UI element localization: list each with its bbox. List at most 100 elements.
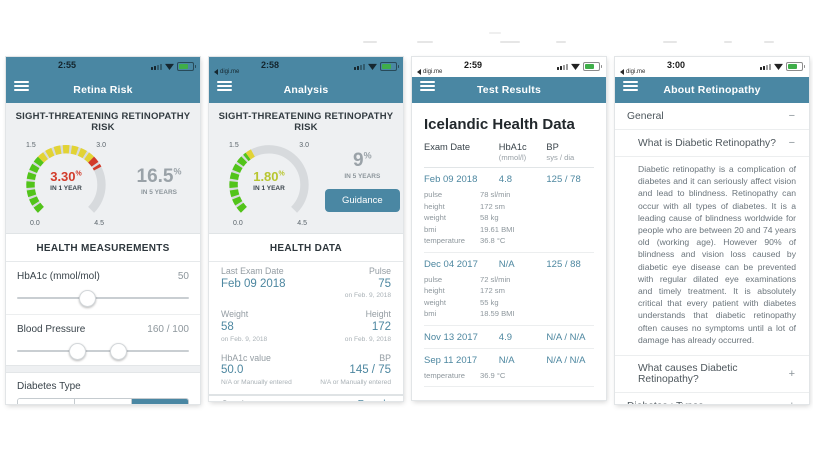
risk-1yr-value: 1.80 <box>253 169 279 184</box>
diabetes-type-label: Diabetes Type <box>17 381 81 392</box>
risk-panel: SIGHT-THREATENING RETINOPATHY RISK 1.5 3… <box>6 103 200 234</box>
slider-handle[interactable] <box>78 290 96 307</box>
risk-heading: SIGHT-THREATENING RETINOPATHY RISK <box>218 111 394 133</box>
signal-icon <box>151 63 162 70</box>
field-value: 58 <box>221 320 234 333</box>
table-row[interactable]: Sep 11 2017 N/A N/A / N/A temperature 36.… <box>424 349 594 387</box>
accordion-what-causes-retinopathy[interactable]: What causes Diabetic Retinopathy? + <box>615 355 809 394</box>
risk-5yr-value: 16.5 <box>136 166 174 187</box>
hba1c-value: N/A <box>498 354 515 366</box>
field-value: 145 / 75 <box>349 364 391 377</box>
collapse-icon[interactable]: − <box>788 137 795 149</box>
menu-icon[interactable] <box>14 81 29 93</box>
clock: 3:00 <box>667 60 686 70</box>
gauge-tick: 1.5 <box>26 142 36 149</box>
expand-icon[interactable]: + <box>788 368 795 381</box>
menu-icon[interactable] <box>623 81 638 93</box>
field-label: HbA1c value <box>221 352 271 363</box>
hba1c-label: HbA1c (mmol/mol) <box>17 271 100 282</box>
risk-1yr-label: IN 1 YEAR <box>50 185 82 192</box>
hba1c-row: HbA1c (mmol/mol) 50 <box>6 262 200 284</box>
exam-date: Dec 04 2017 <box>424 258 478 270</box>
page-title: Retina Risk <box>73 84 133 96</box>
accordion-diabetes-types[interactable]: Diabetes : Types + <box>615 393 809 404</box>
wifi-icon <box>571 63 580 70</box>
risk-1yr-value: 3.30 <box>50 169 76 184</box>
page-title: Analysis <box>283 84 329 96</box>
wifi-icon <box>165 63 174 70</box>
bp-value: N/A / N/A <box>546 331 586 343</box>
exam-date: Feb 09 2018 <box>424 174 478 185</box>
table-row[interactable]: Feb 09 2018 4.8 125 / 78 pulse 78 sl/min … <box>424 168 594 253</box>
field-label: Height <box>365 309 391 320</box>
slider-track[interactable] <box>17 297 189 299</box>
gauge-tick: 0.0 <box>233 220 243 227</box>
battery-icon <box>380 62 399 71</box>
gauge-tick: 1.5 <box>229 142 239 149</box>
field-value: Feb 09 2018 <box>221 277 286 290</box>
gender-row: Gender Female <box>209 396 403 401</box>
hba1c-value: 4.9 <box>498 331 513 343</box>
risk-5yr-label: IN 5 YEARS <box>140 189 177 196</box>
wifi-icon <box>774 63 783 70</box>
field-note: on Feb. 9, 2018 <box>344 292 391 300</box>
risk-1yr-label: IN 1 YEAR <box>253 185 285 192</box>
field-label: BP <box>379 352 391 363</box>
col-exam-date: Exam Date <box>424 142 470 152</box>
status-bar: 2:59 digi.me <box>412 57 606 77</box>
status-bar: 2:55 <box>6 57 200 77</box>
health-data-pair: Weight 58 on Feb. 9, 2018 Height 172 on … <box>209 305 403 348</box>
risk-5yr-value: 9 <box>353 150 364 171</box>
field-value: 172 <box>371 320 391 333</box>
gauge-tick: 4.5 <box>94 220 104 227</box>
hba1c-value: 50 <box>177 271 189 282</box>
gauge-tick: 3.0 <box>299 142 309 149</box>
menu-icon[interactable] <box>217 81 232 93</box>
diabetes-type2-button[interactable]: Type 2 <box>131 399 188 404</box>
gauge-tick: 4.5 <box>297 220 307 227</box>
field-note: on Feb. 9, 2018 <box>221 335 268 343</box>
back-icon <box>620 69 624 75</box>
section-health-measurements: HEALTH MEASUREMENTS <box>6 234 200 262</box>
back-to-app-banner[interactable]: digi.me <box>214 69 239 75</box>
slider-handle-high[interactable] <box>109 343 127 360</box>
blood-pressure-value: 160 / 100 <box>147 324 189 335</box>
diabetes-type1-button[interactable]: Type 1 <box>74 399 131 404</box>
section-health-data: HEALTH DATA <box>209 234 403 262</box>
health-data-pair: HbA1c value 50.0 N/A or Manually entered… <box>209 349 403 392</box>
screen-analysis: 2:58 digi.me Analysis SIGHT-THREATENING … <box>209 57 403 401</box>
field-note: N/A or Manually entered <box>320 378 391 386</box>
signal-icon <box>557 63 568 70</box>
gauge-tick: 0.0 <box>30 220 40 227</box>
guidance-button[interactable]: Guidance <box>325 189 400 212</box>
slider-track[interactable] <box>17 350 189 352</box>
accordion-what-is-retinopathy[interactable]: What is Diabetic Retinopathy? − <box>615 130 809 157</box>
accordion-general[interactable]: General − <box>615 103 809 130</box>
collapse-icon[interactable]: − <box>788 110 795 122</box>
col-bp: BP <box>546 142 559 152</box>
field-note: on Feb. 9, 2018 <box>344 335 391 343</box>
hba1c-value: 4.8 <box>498 174 513 185</box>
exam-date: Nov 13 2017 <box>424 331 478 343</box>
battery-icon <box>786 62 805 71</box>
field-note: N/A or Manually entered <box>221 378 292 386</box>
status-bar: 3:00 digi.me <box>615 57 809 77</box>
menu-icon[interactable] <box>420 81 435 93</box>
slider-handle-low[interactable] <box>68 343 86 360</box>
bp-value: 125 / 88 <box>546 258 581 270</box>
expand-icon[interactable]: + <box>789 400 797 404</box>
blood-pressure-slider[interactable] <box>17 337 189 365</box>
field-label: Weight <box>221 309 249 320</box>
risk-gauge-1yr: 1.5 3.0 0.0 4.5 3.30% IN 1 YEAR <box>10 133 122 229</box>
hba1c-value: N/A <box>498 258 515 270</box>
hba1c-slider[interactable] <box>17 284 189 312</box>
table-row[interactable]: Dec 04 2017 N/A 125 / 88 pulse 72 sl/min … <box>424 253 594 326</box>
status-bar: 2:58 digi.me <box>209 57 403 77</box>
col-hba1c: HbA1c <box>498 142 527 152</box>
table-row[interactable]: Nov 13 2017 4.9 N/A / N/A <box>424 326 594 349</box>
back-icon <box>417 69 421 75</box>
back-to-app-banner[interactable]: digi.me <box>417 69 442 75</box>
back-to-app-banner[interactable]: digi.me <box>620 69 645 75</box>
diabetes-none-button[interactable]: None <box>18 399 74 404</box>
row-value: Female <box>358 399 391 401</box>
